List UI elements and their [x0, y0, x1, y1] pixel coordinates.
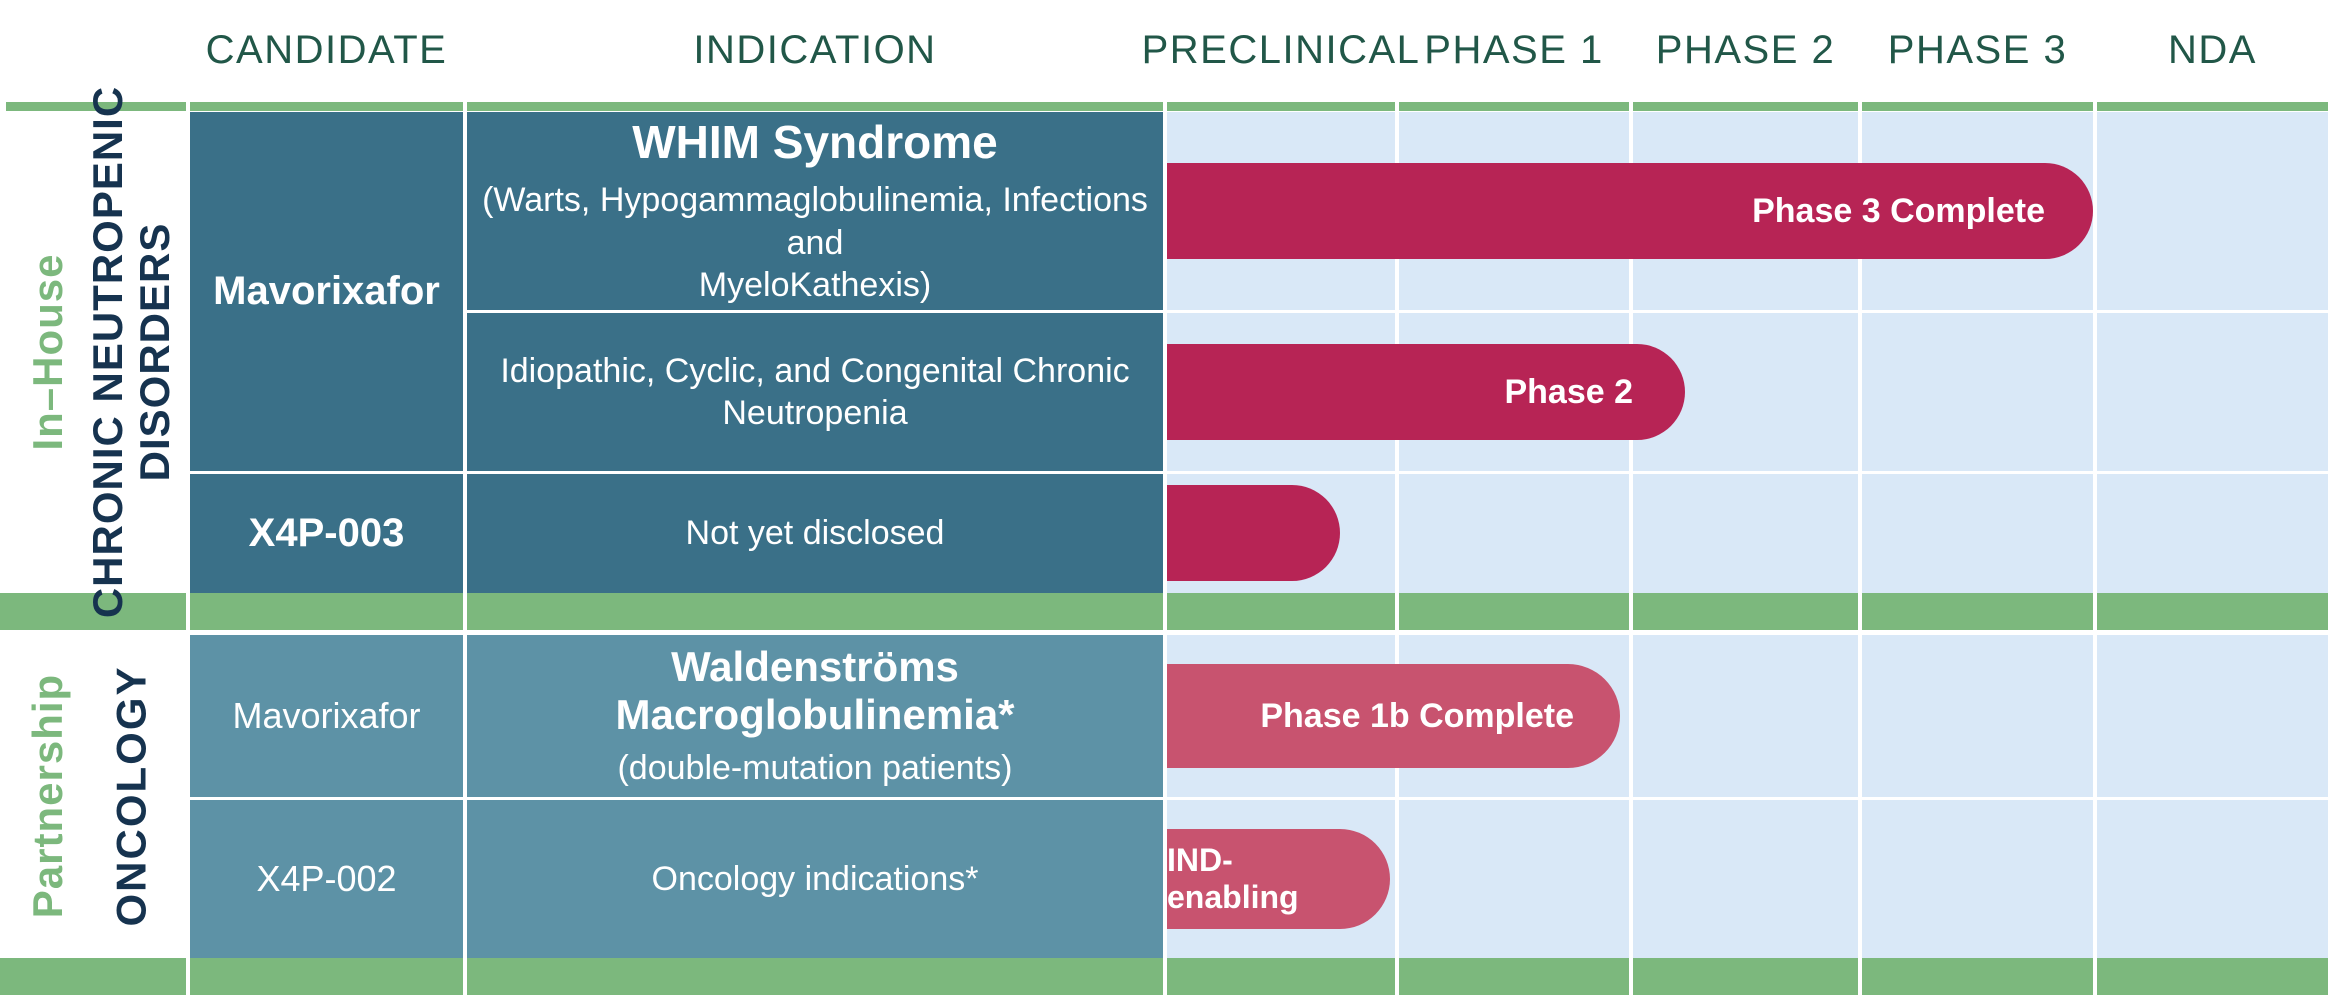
- indication-cell-whim: WHIM Syndrome (Warts, Hypogammaglobuline…: [467, 112, 1163, 310]
- candidate-cell-x4p002: X4P-002: [190, 800, 463, 958]
- column-header-preclinical: PRECLINICAL: [1141, 27, 1421, 72]
- progress-bar-idiopathic-phase2: Phase 2: [1167, 344, 1685, 440]
- column-divider: [1163, 100, 1167, 997]
- bar-status-label: Phase 1b Complete: [1260, 696, 1574, 735]
- indication-subtitle-line: (double-mutation patients): [617, 748, 1013, 787]
- bar-status-label: Phase 2: [1504, 372, 1633, 411]
- column-divider: [463, 100, 467, 997]
- column-divider: [186, 100, 190, 997]
- candidate-name: Mavorixafor: [232, 695, 421, 736]
- column-header-phase2: PHASE 2: [1655, 27, 1836, 72]
- indication-cell-oncology-indications: Oncology indications*: [467, 800, 1163, 958]
- progress-bar-x4p002-ind-enabling: IND-enabling: [1167, 829, 1390, 929]
- bar-status-label: IND-enabling: [1167, 842, 1299, 915]
- column-divider: [1395, 100, 1399, 997]
- column-header-indication: INDICATION: [693, 27, 937, 72]
- category-label-line1: CHRONIC NEUTROPENIC: [83, 85, 131, 619]
- indication-cell-not-yet-disclosed: Not yet disclosed: [467, 474, 1163, 593]
- column-divider: [1858, 100, 1862, 997]
- indication-subtitle-line: (Warts, Hypogammaglobulinemia, Infection…: [482, 181, 1148, 262]
- indication-cell-idiopathic: Idiopathic, Cyclic, and Congenital Chron…: [467, 313, 1163, 471]
- indication-text-line: Neutropenia: [722, 394, 908, 432]
- indication-title: Waldenströms Macroglobulinemia*: [615, 642, 1015, 738]
- indication-text-line: Idiopathic, Cyclic, and Congenital Chron…: [500, 351, 1130, 390]
- column-header-nda: NDA: [2168, 27, 2257, 72]
- indication-text-line: Not yet disclosed: [685, 514, 945, 553]
- indication-subtitle-line: MyeloKathexis): [698, 266, 932, 305]
- header-underline-band: [6, 102, 2328, 111]
- candidate-name: Mavorixafor: [213, 269, 440, 313]
- column-divider: [1629, 100, 1633, 997]
- candidate-cell-x4p003: X4P-003: [190, 474, 463, 593]
- indication-cell-waldenstroms: Waldenströms Macroglobulinemia* (double-…: [467, 635, 1163, 797]
- progress-bar-whim-phase3-complete: Phase 3 Complete: [1167, 163, 2093, 259]
- progress-bar-waldenstroms-phase1b-complete: Phase 1b Complete: [1167, 664, 1620, 768]
- column-divider: [2093, 100, 2097, 997]
- bar-status-label: Phase 3 Complete: [1752, 191, 2045, 230]
- category-label-line2: DISORDERS: [131, 222, 178, 482]
- column-header-candidate: CANDIDATE: [205, 27, 448, 72]
- group-label-in-house: In–House: [24, 253, 71, 451]
- column-header-phase1: PHASE 1: [1424, 27, 1604, 72]
- indication-text-line: Oncology indications*: [651, 859, 979, 898]
- candidate-cell-mavorixafor-oncology: Mavorixafor: [190, 635, 463, 797]
- progress-bar-x4p003-preclinical: [1167, 485, 1340, 581]
- indication-title: WHIM Syndrome: [632, 116, 998, 169]
- candidate-cell-mavorixafor-inhouse: Mavorixafor: [190, 112, 463, 471]
- grid-row-x4p003: [1167, 474, 2328, 593]
- candidate-name: X4P-002: [256, 858, 397, 899]
- candidate-name: X4P-003: [248, 511, 405, 555]
- column-header-phase3: PHASE 3: [1887, 27, 2068, 72]
- category-label-oncology: ONCOLOGY: [107, 665, 155, 927]
- group-label-partnership: Partnership: [24, 673, 71, 919]
- category-label-chronic-neutropenic-disorders: CHRONIC NEUTROPENIC DISORDERS: [84, 86, 178, 618]
